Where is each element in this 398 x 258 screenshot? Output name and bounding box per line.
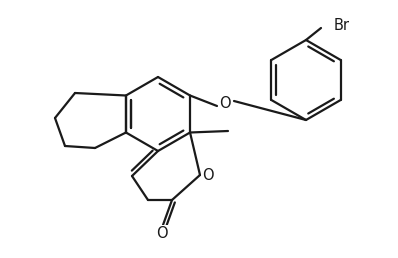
- Text: O: O: [219, 95, 231, 110]
- Text: O: O: [202, 167, 214, 182]
- Text: O: O: [156, 225, 168, 240]
- Text: Br: Br: [334, 18, 350, 33]
